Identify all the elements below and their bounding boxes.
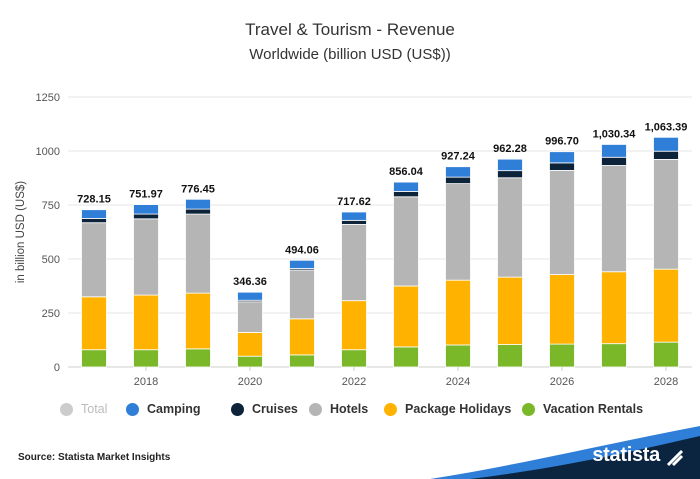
data-label: 1,030.34 bbox=[593, 128, 637, 140]
data-label: 1,063.39 bbox=[645, 121, 688, 133]
y-tick-label: 250 bbox=[42, 308, 60, 320]
source-note: Source: Statista Market Insights bbox=[18, 452, 171, 463]
data-label: 927.24 bbox=[441, 151, 476, 163]
legend-marker bbox=[231, 402, 244, 416]
data-label: 856.04 bbox=[389, 166, 424, 178]
bar-segment bbox=[341, 224, 367, 302]
bar-segment bbox=[653, 136, 679, 152]
bar-segment bbox=[601, 271, 627, 345]
legend-label: Camping bbox=[147, 402, 201, 416]
legend-marker bbox=[60, 402, 73, 416]
bar-segment bbox=[497, 276, 523, 345]
bar-segment bbox=[341, 300, 367, 351]
x-tick-label: 2018 bbox=[134, 376, 158, 388]
bar-segment bbox=[445, 166, 471, 178]
bar-segment bbox=[653, 268, 679, 343]
y-tick-label: 500 bbox=[42, 254, 60, 266]
bar-segment bbox=[549, 170, 575, 275]
data-label: 728.15 bbox=[77, 194, 111, 206]
legend-marker bbox=[309, 402, 322, 416]
chart-subtitle: Worldwide (billion USD (US$)) bbox=[249, 46, 451, 63]
legend: Total Camping Cruises Hotels Package Holiday… bbox=[60, 402, 680, 422]
bar-segment bbox=[393, 196, 419, 287]
bar-segment bbox=[549, 151, 575, 164]
x-tick-label: 2026 bbox=[550, 376, 574, 388]
bar-segment bbox=[185, 198, 211, 210]
legend-item[interactable]: Hotels bbox=[309, 402, 368, 416]
bar-segment bbox=[601, 144, 627, 158]
legend-marker bbox=[126, 402, 139, 416]
bar-segment bbox=[549, 274, 575, 345]
x-tick-label: 2020 bbox=[238, 376, 262, 388]
x-tick-label: 2022 bbox=[342, 376, 366, 388]
legend-item[interactable]: Vacation Rentals bbox=[522, 402, 643, 416]
legend-item[interactable]: Camping bbox=[126, 402, 200, 416]
brand-logo-mark-icon bbox=[666, 449, 684, 467]
data-label: 346.36 bbox=[233, 276, 267, 288]
bar-segment bbox=[237, 291, 263, 301]
legend-label: Cruises bbox=[252, 402, 298, 416]
legend-item[interactable]: Cruises bbox=[231, 402, 298, 416]
x-tick-label: 2028 bbox=[654, 376, 678, 388]
data-label: 494.06 bbox=[285, 244, 319, 256]
bar-segment bbox=[341, 211, 367, 221]
bar-segment bbox=[237, 301, 263, 333]
data-label: 996.70 bbox=[545, 136, 579, 148]
bar-segment bbox=[133, 218, 159, 296]
y-tick-label: 0 bbox=[54, 362, 60, 374]
bar-segment bbox=[81, 296, 107, 351]
chart-title: Travel & Tourism - Revenue bbox=[245, 20, 455, 39]
bar-segment bbox=[653, 159, 679, 270]
legend-label: Total bbox=[81, 402, 108, 416]
data-label: 717.62 bbox=[337, 196, 371, 208]
bar-segment bbox=[497, 177, 523, 278]
bar-segment bbox=[393, 181, 419, 192]
bar-segment bbox=[601, 165, 627, 273]
brand-logo: statista bbox=[592, 444, 660, 466]
data-label: 751.97 bbox=[129, 189, 163, 201]
legend-label: Hotels bbox=[330, 402, 369, 416]
bar-segment bbox=[289, 318, 315, 356]
bar-segment bbox=[445, 279, 471, 346]
y-tick-label: 1250 bbox=[36, 92, 60, 104]
legend-marker bbox=[384, 402, 397, 416]
data-label: 776.45 bbox=[181, 183, 215, 195]
bar-segment bbox=[497, 158, 523, 172]
bar-segment bbox=[289, 259, 315, 269]
bar-segment bbox=[185, 292, 211, 350]
y-axis-label: in billion USD (US$) bbox=[15, 181, 27, 283]
bar-segment bbox=[133, 204, 159, 215]
legend-label: Package Holidays bbox=[405, 402, 512, 416]
bar-segment bbox=[81, 209, 107, 219]
y-tick-label: 1000 bbox=[36, 146, 60, 158]
x-tick-label: 2024 bbox=[446, 376, 470, 388]
legend-label: Vacation Rentals bbox=[543, 402, 644, 416]
y-tick-label: 750 bbox=[42, 200, 60, 212]
data-label: 962.28 bbox=[493, 143, 527, 155]
legend-marker bbox=[522, 402, 535, 416]
legend-item[interactable]: Total bbox=[60, 402, 107, 416]
bar-segment bbox=[133, 294, 159, 351]
bar-segment bbox=[81, 222, 107, 298]
brand-swoosh bbox=[470, 436, 700, 479]
legend-item[interactable]: Package Holidays bbox=[384, 402, 511, 416]
